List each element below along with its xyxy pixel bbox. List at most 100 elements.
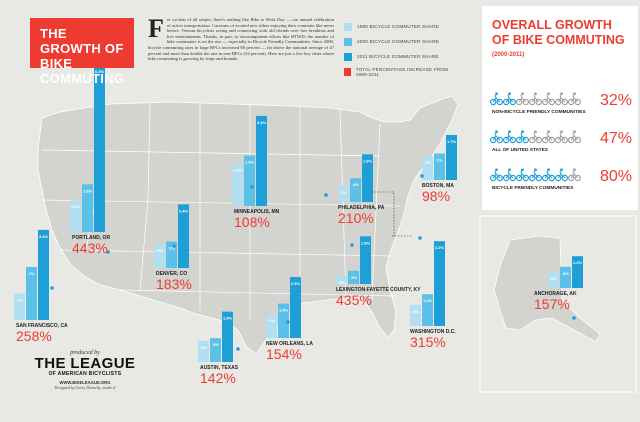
- bar: [422, 294, 433, 326]
- bicycle-icon: [490, 130, 503, 144]
- bicycle-icon: [529, 92, 542, 106]
- city-bar-group: .3% .5% 1.8% LEXINGTON-FAYETTE COUNTY, KY43…: [336, 236, 421, 308]
- bar: [222, 311, 233, 362]
- bar: [82, 184, 93, 232]
- bar: [548, 272, 559, 288]
- bar-value-label: 1.9%: [223, 316, 233, 321]
- legend-item-2011: 2011 BICYCLE COMMUTER SHARE: [344, 50, 454, 63]
- bar-value-label: 1.8%: [361, 240, 371, 245]
- bar: [360, 236, 371, 284]
- city-name: AUSTIN, TEXAS: [200, 365, 239, 371]
- bar: [422, 156, 433, 180]
- bar-value-label: 2%: [29, 271, 35, 276]
- bar-value-label: .9%: [268, 318, 275, 323]
- city-name: PHILADELPHIA, PA: [338, 205, 385, 211]
- city-increase: 157%: [534, 296, 570, 312]
- bar: [70, 200, 81, 232]
- city-increase: 315%: [410, 334, 446, 350]
- bar-value-label: 3.4%: [39, 234, 49, 239]
- bar-value-label: 3.2%: [435, 245, 445, 250]
- bar: [560, 266, 571, 288]
- legend-swatch-2000: [344, 37, 352, 46]
- bar-value-label: 1.6%: [233, 168, 243, 173]
- city-dot: [572, 316, 576, 320]
- page-title: THE GROWTH OF BIKE COMMUTING: [30, 18, 134, 86]
- bar: [38, 229, 49, 320]
- city-increase: 142%: [200, 370, 236, 386]
- bar-value-label: 1.8%: [363, 158, 373, 163]
- legend: 1990 BICYCLE COMMUTER SHARE 2000 BICYCLE…: [344, 20, 454, 80]
- bicycle-icon: [516, 168, 529, 182]
- city-increase: 443%: [72, 240, 108, 256]
- bar: [572, 256, 583, 288]
- city-name: MINNEAPOLIS, MN: [234, 209, 280, 215]
- bar-value-label: .9%: [156, 248, 163, 253]
- bicycle-icon: [503, 168, 516, 182]
- bar-value-label: 1.3%: [279, 308, 289, 313]
- leader-lines: [374, 191, 412, 237]
- bar: [14, 293, 25, 320]
- overall-row-label: ALL OF UNITED STATES: [492, 148, 548, 153]
- city-dot: [172, 244, 176, 248]
- bar-value-label: .6%: [340, 190, 347, 195]
- city-name: ANCHORAGE, AK: [534, 291, 577, 297]
- city-dot: [106, 250, 110, 254]
- bar: [232, 163, 243, 206]
- bar-value-label: 1%: [169, 246, 175, 251]
- bar-value-label: 1.9%: [245, 160, 255, 165]
- overall-row-pct: 47%: [599, 130, 632, 147]
- bicycle-icon: [555, 92, 568, 106]
- bicycle-icon: [516, 92, 529, 106]
- bar-value-label: 1.7%: [447, 139, 457, 144]
- bar: [244, 155, 255, 206]
- bar: [266, 314, 277, 338]
- bar-value-label: .8%: [562, 271, 569, 276]
- city-increase: 154%: [266, 346, 302, 362]
- league-logo: produced by THE LEAGUE OF AMERICAN BICYC…: [30, 350, 140, 390]
- designer-credit: Designed by Garry Donnelly, studio d: [54, 385, 116, 390]
- bar: [446, 134, 457, 180]
- bar: [350, 178, 361, 202]
- overall-growth-panel: OVERALL GROWTH OF BIKE COMMUTING (2000-2…: [482, 6, 638, 210]
- bar-value-label: .9%: [212, 342, 219, 347]
- produced-by: produced by: [70, 350, 100, 356]
- league-url: WWW.BIKELEAGUE.ORG: [59, 380, 111, 385]
- bar: [154, 244, 165, 268]
- legend-swatch-1990: [344, 22, 352, 31]
- bar-value-label: 1%: [437, 158, 443, 163]
- city-name: DENVER, CO: [156, 271, 187, 277]
- city-name: NEW ORLEANS, LA: [266, 341, 313, 347]
- bar-value-label: 2.3%: [291, 281, 301, 286]
- bar-value-label: .6%: [550, 276, 557, 281]
- intro-dropcap: F: [148, 14, 164, 43]
- bar-value-label: 6.3%: [95, 69, 105, 74]
- bicycle-icon: [568, 168, 581, 182]
- city-increase: 435%: [336, 292, 372, 308]
- city-increase: 210%: [338, 210, 374, 226]
- league-name: THE LEAGUE: [34, 355, 136, 372]
- legend-label-2000: 2000 BICYCLE COMMUTER SHARE: [357, 39, 439, 44]
- bar: [256, 115, 267, 206]
- legend-item-2000: 2000 BICYCLE COMMUTER SHARE: [344, 35, 454, 48]
- city-increase: 183%: [156, 276, 192, 292]
- bar-value-label: .9%: [424, 160, 431, 165]
- bar: [362, 154, 373, 202]
- bar-value-label: 1.8%: [83, 188, 93, 193]
- bicycle-icon: [568, 92, 581, 106]
- overall-row-pct: 32%: [599, 92, 632, 109]
- bicycle-icon: [503, 130, 516, 144]
- bar: [434, 153, 445, 180]
- bar: [210, 338, 221, 362]
- city-dot: [324, 193, 328, 197]
- overall-title: OVERALL GROWTH OF BIKE COMMUTING: [492, 18, 625, 47]
- bike-icons: [490, 168, 581, 182]
- bar: [94, 65, 105, 232]
- bicycle-icon: [529, 168, 542, 182]
- overall-row-label: NON-BICYCLE FRIENDLY COMMUNITIES: [492, 110, 586, 115]
